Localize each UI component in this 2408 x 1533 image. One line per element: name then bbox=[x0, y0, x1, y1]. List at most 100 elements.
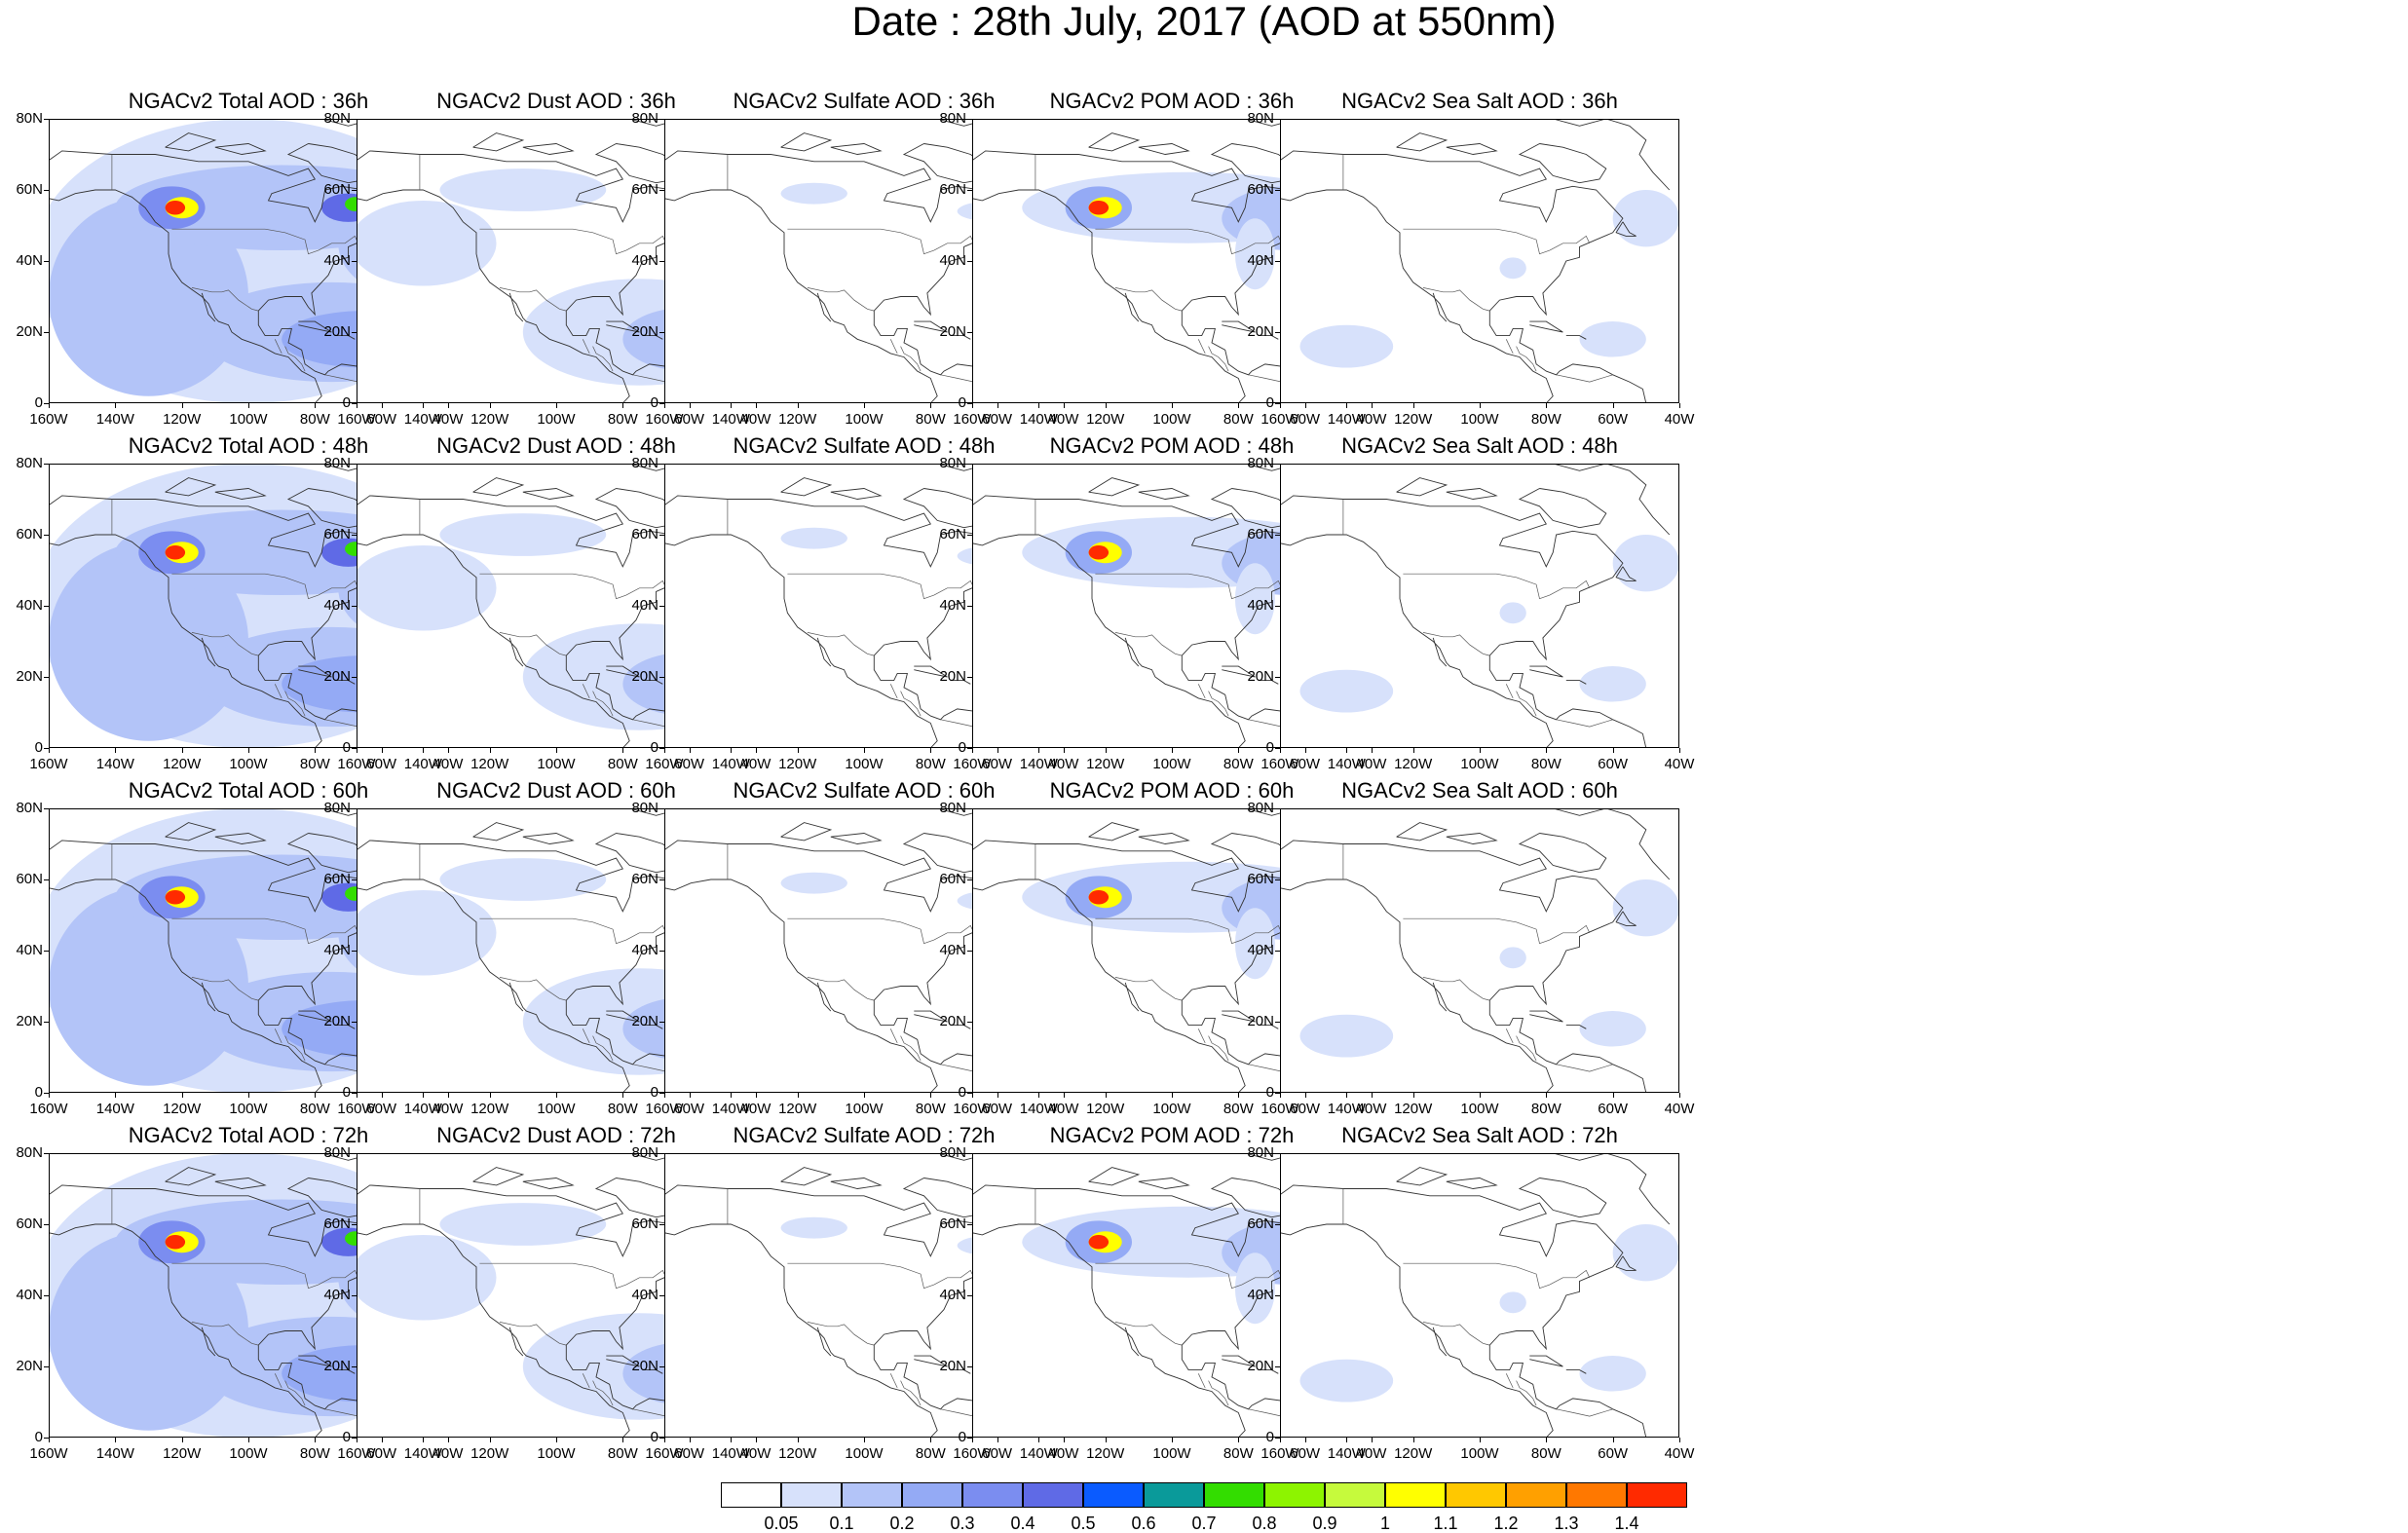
lon-tick-label: 120W bbox=[1394, 1101, 1433, 1117]
colorbar-swatch bbox=[1325, 1482, 1385, 1508]
aod-map bbox=[1280, 464, 1679, 748]
country-border bbox=[1516, 691, 1537, 717]
coastline bbox=[830, 143, 883, 155]
lat-tick-mark bbox=[659, 1022, 664, 1023]
figure-title: Date : 28th July, 2017 (AOD at 550nm) bbox=[851, 0, 1557, 44]
lon-tick-label: 120W bbox=[778, 1445, 817, 1462]
lon-tick-label: 100W bbox=[1152, 1445, 1191, 1462]
lon-tick-mark bbox=[181, 403, 183, 408]
lat-tick-label: 20N bbox=[631, 1358, 658, 1374]
lon-tick-mark bbox=[756, 1438, 757, 1442]
coastline bbox=[972, 1223, 1246, 1438]
lat-tick-label: 20N bbox=[323, 668, 351, 685]
lon-tick-label: 40W bbox=[740, 411, 771, 428]
lon-tick-label: 100W bbox=[229, 756, 268, 772]
aod-field bbox=[1299, 190, 1679, 368]
lon-tick-label: 40W bbox=[1356, 411, 1387, 428]
lat-tick-mark bbox=[967, 332, 972, 333]
aod-patch bbox=[1234, 1253, 1275, 1325]
lon-tick-label: 120W bbox=[163, 756, 202, 772]
coastline bbox=[1615, 566, 1637, 581]
lon-tick-label: 100W bbox=[1460, 1101, 1499, 1117]
lon-tick-mark bbox=[248, 1093, 249, 1098]
lat-tick-label: 80N bbox=[16, 110, 43, 127]
lat-tick-label: 0 bbox=[34, 394, 43, 411]
country-border bbox=[171, 573, 359, 600]
lon-tick-label: 140W bbox=[1019, 411, 1058, 428]
lon-tick-mark bbox=[423, 748, 425, 753]
lon-tick-mark bbox=[115, 1438, 117, 1442]
coastline bbox=[49, 879, 322, 1093]
lat-tick-mark bbox=[659, 535, 664, 536]
coastline bbox=[830, 488, 883, 500]
aod-patch bbox=[1088, 1234, 1110, 1250]
lon-tick-mark bbox=[1679, 403, 1680, 408]
aod-patch bbox=[1579, 321, 1646, 357]
lat-tick-mark bbox=[659, 1224, 664, 1225]
lat-tick-label: 20N bbox=[939, 668, 966, 685]
lon-tick-label: 40W bbox=[1048, 756, 1079, 772]
country-border bbox=[479, 1262, 667, 1290]
lon-tick-label: 100W bbox=[1152, 411, 1191, 428]
lat-tick-mark bbox=[659, 748, 664, 749]
lon-tick-label: 120W bbox=[163, 1445, 202, 1462]
lat-tick-label: 80N bbox=[16, 1144, 43, 1161]
coastline bbox=[1280, 1184, 1647, 1438]
lon-tick-mark bbox=[381, 1438, 383, 1442]
lon-tick-label: 60W bbox=[1290, 756, 1321, 772]
coastline bbox=[165, 1167, 217, 1186]
lon-tick-label: 120W bbox=[778, 756, 817, 772]
coastline bbox=[1222, 1010, 1256, 1023]
coastline bbox=[1446, 833, 1498, 844]
lat-tick-mark bbox=[1275, 677, 1280, 678]
lon-tick-mark bbox=[1238, 1093, 1240, 1098]
lon-tick-label: 140W bbox=[403, 1101, 442, 1117]
panel-title: NGACv2 Dust AOD : 48h bbox=[436, 433, 676, 458]
country-border bbox=[1505, 1373, 1514, 1389]
coastline bbox=[972, 1184, 1339, 1438]
lon-tick-label: 120W bbox=[778, 1101, 817, 1117]
coastline bbox=[214, 488, 267, 500]
coastline bbox=[49, 495, 416, 748]
country-border bbox=[1422, 1322, 1490, 1346]
lat-tick-mark bbox=[352, 535, 357, 536]
lon-tick-label: 60W bbox=[1598, 1101, 1629, 1117]
lat-tick-mark bbox=[967, 261, 972, 262]
lon-tick-label: 60W bbox=[366, 411, 397, 428]
lon-tick-mark bbox=[972, 1438, 973, 1442]
lat-tick-mark bbox=[1275, 190, 1280, 191]
lat-tick-mark bbox=[659, 951, 664, 952]
lon-tick-label: 140W bbox=[711, 1101, 750, 1117]
coastline bbox=[1553, 808, 1606, 816]
coastline bbox=[334, 1025, 356, 1029]
lat-tick-mark bbox=[352, 677, 357, 678]
lon-tick-mark bbox=[731, 748, 733, 753]
lon-tick-label: 120W bbox=[1086, 1445, 1125, 1462]
aod-patch bbox=[49, 197, 248, 396]
country-border bbox=[1505, 1028, 1514, 1044]
lat-tick-mark bbox=[352, 879, 357, 880]
lat-tick-label: 40N bbox=[939, 252, 966, 269]
lat-tick-label: 60N bbox=[939, 181, 966, 198]
lon-tick-label: 40W bbox=[1664, 1101, 1695, 1117]
lon-tick-label: 160W bbox=[953, 756, 992, 772]
aod-patch bbox=[165, 544, 186, 560]
coastline bbox=[298, 665, 332, 678]
country-border bbox=[889, 339, 898, 355]
lon-tick-label: 140W bbox=[711, 411, 750, 428]
lon-tick-mark bbox=[181, 1438, 183, 1442]
lon-tick-mark bbox=[1612, 748, 1614, 753]
lat-tick-mark bbox=[967, 190, 972, 191]
coastline bbox=[1280, 150, 1647, 403]
lon-tick-label: 100W bbox=[537, 1445, 576, 1462]
panel-title: NGACv2 POM AOD : 48h bbox=[1049, 433, 1295, 458]
lon-tick-mark bbox=[1304, 1093, 1306, 1098]
lat-tick-label: 0 bbox=[650, 394, 658, 411]
aod-map bbox=[1280, 1153, 1679, 1438]
aod-map bbox=[1280, 808, 1679, 1093]
lat-tick-label: 0 bbox=[650, 1084, 658, 1101]
lat-tick-mark bbox=[1275, 808, 1280, 809]
coastline bbox=[1553, 1153, 1606, 1161]
lat-tick-mark bbox=[1275, 748, 1280, 749]
lon-tick-mark bbox=[115, 403, 117, 408]
